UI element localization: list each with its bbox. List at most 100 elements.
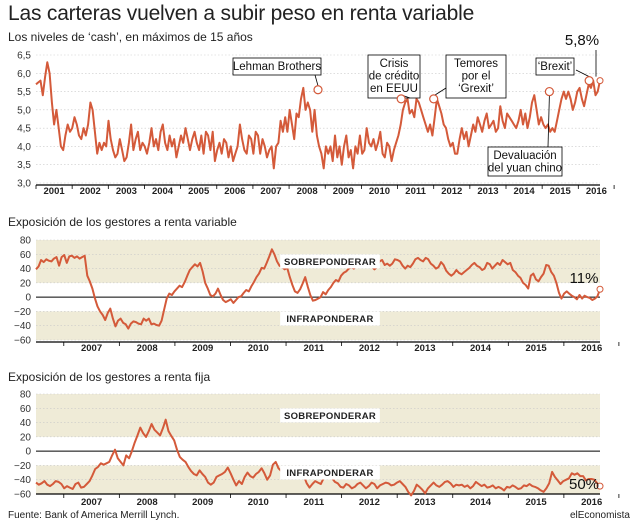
- annotation-grexit-text: Temores: [454, 58, 498, 70]
- y-tick-label: 20: [20, 432, 32, 443]
- subtitle-cash: Los niveles de ‘cash’, en máximos de 15 …: [8, 30, 253, 44]
- annotation-leader: [575, 69, 590, 77]
- x-tick-label: 2008: [137, 497, 158, 508]
- y-tick-label: 5,0: [17, 105, 31, 116]
- series-line: [35, 248, 601, 330]
- y-tick-label: 20: [20, 278, 32, 289]
- annotation-marker-yuan: [544, 86, 554, 97]
- x-tick-label: 2015: [526, 343, 548, 354]
- y-tick-label: 80: [20, 390, 32, 401]
- annotation-marker-crisis: [396, 94, 406, 104]
- annotation-marker-lehman: [313, 85, 323, 95]
- y-tick-label: 80: [20, 236, 32, 247]
- x-tick-label: 2011: [304, 343, 325, 354]
- annotation-brexit-box: [535, 57, 575, 76]
- x-tick-label: 2014: [470, 497, 492, 508]
- series-line: [35, 418, 601, 497]
- x-tick-label: 2012: [359, 497, 380, 508]
- x-tick-label: 2010: [369, 186, 390, 197]
- overweight-label-box: [280, 408, 380, 423]
- annotation-leader: [547, 95, 550, 148]
- annotation-grexit-text: por el: [462, 71, 491, 83]
- x-tick-label: 2009: [192, 497, 213, 508]
- overweight-label: SOBREPONDERAR: [284, 257, 376, 268]
- underweight-label-box: [280, 311, 380, 326]
- annotation-crisis-text: de crédito: [369, 71, 420, 83]
- series-line: [35, 61, 601, 170]
- underweight-label: INFRAPONDERAR: [286, 314, 373, 325]
- annotation-yuan-text: Devaluación: [493, 150, 556, 162]
- x-tick-label: 2012: [359, 343, 380, 354]
- underweight-label-box: [280, 465, 380, 480]
- subtitle-renta-fija: Exposición de los gestores a renta fija: [8, 370, 211, 384]
- x-tick-label: 2007: [81, 343, 102, 354]
- y-tick-label: 3,5: [17, 160, 31, 171]
- x-tick-label: 2016: [581, 497, 602, 508]
- x-tick-label: 2013: [414, 497, 435, 508]
- x-tick-label: 2002: [80, 186, 101, 197]
- x-tick-label: 2016: [581, 343, 602, 354]
- x-tick-label: 2003: [116, 186, 137, 197]
- x-tick-label: 2005: [188, 186, 210, 197]
- y-tick-label: −40: [14, 475, 31, 486]
- x-tick-label: 2011: [405, 186, 426, 197]
- annotation-lehman-text: Lehman Brothers: [233, 61, 321, 73]
- end-marker: [596, 77, 604, 85]
- subtitle-renta-variable: Exposición de los gestores a renta varia…: [8, 215, 237, 229]
- y-tick-label: −40: [14, 321, 31, 332]
- annotation-crisis-text: en EEUU: [370, 83, 418, 95]
- y-tick-label: 40: [20, 264, 32, 275]
- x-tick-label: 2001: [44, 186, 66, 197]
- y-tick-label: 60: [20, 250, 32, 261]
- x-tick-label: 2010: [248, 497, 269, 508]
- x-tick-label: 2008: [137, 343, 158, 354]
- y-tick-label: 6,5: [17, 51, 31, 62]
- annotation-yuan-box: [487, 146, 563, 177]
- underweight-label: INFRAPONDERAR: [286, 468, 373, 479]
- annotation-yuan-text: del yuan chino: [488, 163, 562, 175]
- x-tick-label: 2004: [152, 186, 174, 197]
- x-tick-label: 2009: [333, 186, 354, 197]
- y-tick-label: −20: [14, 307, 31, 318]
- y-tick-label: −20: [14, 461, 31, 472]
- overweight-label: SOBREPONDERAR: [284, 411, 376, 422]
- annotation-marker-grexit: [429, 94, 439, 104]
- end-marker: [596, 285, 604, 293]
- y-tick-label: 6,0: [17, 69, 31, 80]
- overweight-label-box: [280, 254, 380, 269]
- x-tick-label: 2013: [477, 186, 498, 197]
- annotation-leader: [433, 87, 447, 97]
- x-tick-label: 2007: [81, 497, 102, 508]
- x-tick-label: 2014: [514, 186, 536, 197]
- x-tick-label: 2007: [260, 186, 281, 197]
- x-tick-label: 2013: [414, 343, 435, 354]
- x-tick-label: 2010: [248, 343, 269, 354]
- annotation-crisis-box: [367, 54, 421, 99]
- y-tick-label: 3,0: [17, 179, 31, 190]
- annotation-leader: [314, 74, 319, 86]
- x-tick-label: 2014: [470, 343, 492, 354]
- y-tick-label: 5,5: [17, 87, 31, 98]
- end-value-label: 11%: [570, 270, 599, 287]
- cash-end-value-label: 5,8%: [565, 32, 599, 49]
- x-tick-label: 2012: [441, 186, 462, 197]
- annotation-brexit-text: ‘Brexit’: [538, 61, 573, 73]
- y-tick-label: −60: [14, 336, 31, 347]
- x-tick-label: 2016: [586, 186, 607, 197]
- y-tick-label: 4,5: [17, 124, 31, 135]
- y-tick-label: 4,0: [17, 142, 31, 153]
- annotation-grexit-text: ‘Grexit’: [458, 83, 494, 95]
- x-tick-label: 2008: [297, 186, 318, 197]
- y-tick-label: 60: [20, 404, 32, 415]
- annotation-marker-brexit: [584, 75, 594, 86]
- source-note: Fuente: Bank of America Merrill Lynch.: [8, 510, 180, 521]
- x-tick-label: 2009: [192, 343, 213, 354]
- y-tick-label: 40: [20, 418, 32, 429]
- x-tick-label: 2011: [304, 497, 325, 508]
- annotation-grexit-box: [445, 54, 507, 99]
- x-tick-label: 2006: [224, 186, 245, 197]
- brand-label: elEconomista: [569, 510, 630, 521]
- end-value-label: 50%: [569, 476, 599, 493]
- y-tick-label: 0: [25, 293, 31, 304]
